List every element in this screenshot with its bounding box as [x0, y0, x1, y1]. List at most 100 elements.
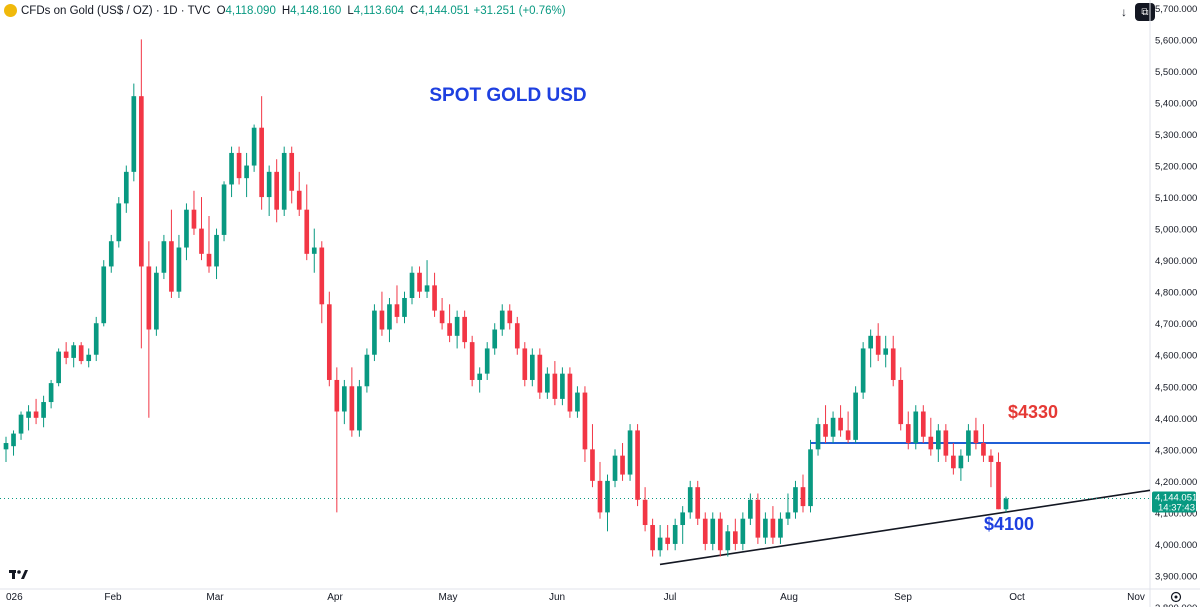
candle — [123, 165, 129, 213]
svg-text:4,144.051: 4,144.051 — [1155, 493, 1197, 504]
candle — [101, 260, 107, 327]
candle — [725, 525, 731, 557]
countdown-label: 14:37:43 — [1158, 503, 1195, 514]
candle — [920, 405, 926, 444]
candle — [161, 234, 167, 280]
candle — [620, 443, 625, 481]
candle — [214, 228, 219, 280]
candle — [176, 234, 182, 298]
candle — [131, 83, 137, 182]
settings-icon[interactable] — [1170, 591, 1182, 603]
candle — [868, 329, 873, 368]
candle — [966, 424, 971, 462]
candle — [477, 367, 483, 393]
y-tick-label: 4,000.000 — [1155, 540, 1197, 551]
candle — [259, 96, 264, 210]
candle — [236, 146, 242, 185]
x-tick-label: Oct — [1009, 592, 1025, 603]
candle — [748, 493, 753, 526]
candle — [469, 335, 475, 387]
chart-header: CFDs on Gold (US$ / OZ) · 1D · TVC O 4,11… — [4, 4, 566, 17]
y-tick-label: 4,800.000 — [1155, 288, 1197, 299]
candle — [883, 335, 889, 368]
candle — [838, 405, 843, 437]
candle — [281, 146, 287, 216]
candle — [342, 379, 347, 425]
candle — [274, 159, 280, 223]
candle — [763, 512, 768, 544]
candle — [537, 348, 543, 399]
candle — [71, 342, 76, 368]
candle — [672, 518, 678, 551]
y-tick-label: 5,500.000 — [1155, 67, 1197, 78]
candle — [229, 146, 234, 198]
candle — [424, 260, 430, 298]
candle — [454, 310, 460, 349]
candle — [996, 452, 1001, 510]
close-label: C — [410, 4, 419, 17]
y-tick-label: 4,300.000 — [1155, 445, 1197, 456]
candle — [981, 424, 986, 462]
candle — [507, 304, 513, 330]
y-tick-label: 5,300.000 — [1155, 130, 1197, 141]
candle — [409, 266, 415, 305]
high-value: 4,148.160 — [290, 4, 342, 17]
candle — [951, 443, 956, 475]
x-tick-label: Jul — [664, 592, 677, 603]
candle — [56, 348, 61, 387]
gold-symbol-icon — [4, 4, 17, 17]
candle — [988, 449, 994, 488]
x-tick-label: May — [439, 592, 458, 603]
candle — [244, 152, 249, 198]
candle — [417, 266, 422, 298]
candle — [853, 386, 858, 444]
candle — [402, 291, 407, 324]
candle — [41, 395, 46, 428]
y-tick-label: 4,900.000 — [1155, 256, 1197, 267]
candle — [499, 304, 505, 336]
candle — [372, 304, 377, 362]
candle — [755, 493, 761, 544]
candle — [319, 241, 325, 324]
y-tick-label: 4,700.000 — [1155, 319, 1197, 330]
y-tick-label: 5,100.000 — [1155, 193, 1197, 204]
candle — [642, 487, 648, 532]
x-tick-label: 026 — [6, 592, 23, 603]
candle — [808, 439, 813, 513]
arrow-down-icon[interactable]: ↓ — [1114, 3, 1134, 21]
y-tick-label: 4,200.000 — [1155, 477, 1197, 488]
y-tick-label: 3,900.000 — [1155, 571, 1197, 582]
candle — [199, 197, 204, 261]
candle — [717, 512, 723, 557]
candle — [108, 234, 114, 273]
candle — [928, 417, 934, 456]
candle — [387, 297, 392, 343]
candle — [680, 506, 686, 544]
candle — [890, 335, 896, 387]
candle — [612, 449, 618, 488]
candle — [665, 525, 670, 551]
candle — [184, 203, 189, 261]
y-tick-label: 5,700.000 — [1155, 4, 1197, 15]
candle — [732, 518, 738, 551]
candle — [627, 424, 633, 481]
candle — [18, 411, 24, 440]
candle — [845, 411, 851, 444]
candle — [958, 449, 964, 481]
candle — [139, 39, 144, 349]
candle — [93, 316, 99, 362]
candle — [191, 190, 197, 235]
y-tick-label: 4,600.000 — [1155, 351, 1197, 362]
support-annotation: $4100 — [984, 514, 1034, 534]
candle — [439, 297, 445, 330]
candle — [687, 480, 693, 519]
candle — [289, 146, 295, 204]
candle — [800, 474, 806, 513]
candle — [492, 323, 498, 355]
high-label: H — [281, 4, 291, 17]
candle — [770, 506, 776, 544]
x-tick-label: Sep — [894, 592, 912, 603]
candle — [943, 424, 949, 462]
